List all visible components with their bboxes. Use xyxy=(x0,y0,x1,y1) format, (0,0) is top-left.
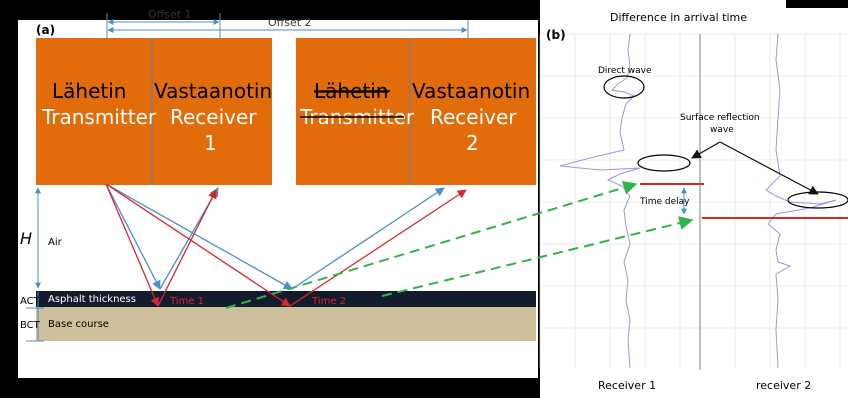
panel-b-label: (b) xyxy=(546,28,566,42)
surface-reflection-label-line-1: Surface reflection xyxy=(680,113,760,123)
waveform-receiver-1 xyxy=(559,33,641,369)
offset-1-label: Offset 1 xyxy=(148,8,192,21)
box-1-right-english: Receiver xyxy=(170,105,257,129)
figure-title: Difference in arrival time xyxy=(610,11,747,24)
antenna-box-2 xyxy=(296,38,536,185)
time-2-label: Time 2 xyxy=(311,296,346,307)
waveform-receiver-2 xyxy=(765,33,837,369)
surface-reflection-ellipse-1 xyxy=(637,154,691,172)
offset-2-dimension xyxy=(107,20,469,38)
time-1-label: Time 1 xyxy=(169,296,204,307)
surface-reflection-label-line-2: wave xyxy=(710,125,734,135)
panel-a-label: (a) xyxy=(36,23,55,37)
base-course-layer xyxy=(36,307,536,341)
green-dashed-arrow-2 xyxy=(381,216,694,297)
surface-reflection-arrow-2 xyxy=(719,141,819,195)
surface-reflection-arrow-1 xyxy=(691,141,721,159)
offset-1-dimension xyxy=(106,13,221,38)
receiver-2-label: receiver 2 xyxy=(756,379,811,392)
top-right-black-strip xyxy=(786,0,848,8)
time-delay-label: Time delay xyxy=(639,197,690,207)
receiver-1-label: Receiver 1 xyxy=(598,379,656,392)
box-2-right-finnish: Vastaanotin xyxy=(412,79,530,103)
antenna-box-1 xyxy=(36,38,272,185)
direct-wave-ellipse xyxy=(603,75,645,99)
box-1-receiver-number: 1 xyxy=(204,131,217,155)
box-2-right-english: Receiver xyxy=(430,105,517,129)
panel-b-background xyxy=(540,0,848,398)
box-1-right-finnish: Vastaanotin xyxy=(154,79,272,103)
box-1-left-english: Transmitter xyxy=(41,105,157,129)
height-label: H xyxy=(20,229,32,248)
box-2-receiver-number: 2 xyxy=(466,131,479,155)
ray-paths xyxy=(105,183,467,307)
trace-grid-1 xyxy=(539,33,700,368)
green-dashed-arrow-1 xyxy=(225,180,638,309)
base-course-label: Base course xyxy=(48,319,109,330)
act-label: ACT xyxy=(20,296,41,307)
air-label: Air xyxy=(48,237,63,248)
asphalt-thickness-label: Asphalt thickness xyxy=(48,294,136,305)
box-1-left-finnish: Lähetin xyxy=(52,79,126,103)
bct-label: BCT xyxy=(20,320,41,331)
direct-wave-label: Direct wave xyxy=(598,66,652,76)
offset-2-label: Offset 2 xyxy=(268,16,312,29)
